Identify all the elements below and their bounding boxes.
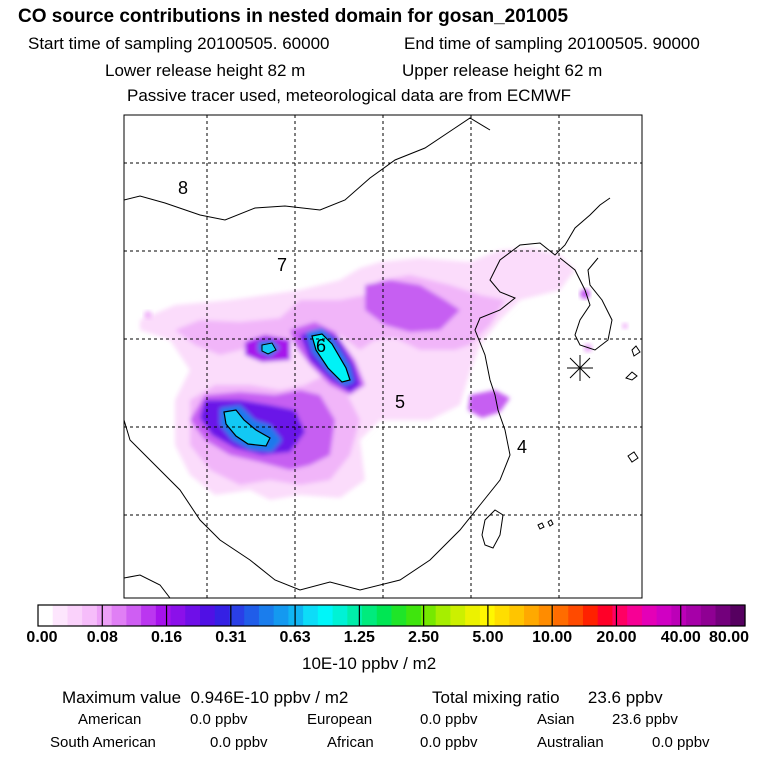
colorbar-cell xyxy=(185,605,200,626)
colorbar-cell xyxy=(627,605,642,626)
colorbar-cell xyxy=(229,605,244,626)
colorbar-cell xyxy=(288,605,303,626)
region-name-south-american: South American xyxy=(50,734,156,751)
colorbar-cell xyxy=(642,605,657,626)
colorbar-cell xyxy=(495,605,510,626)
colorbar-units: 10E-10 ppbv / m2 xyxy=(302,654,436,674)
colorbar-cell xyxy=(465,605,480,626)
colorbar-cell xyxy=(524,605,539,626)
region-value-asian: 23.6 ppbv xyxy=(612,711,678,728)
region-name-american: American xyxy=(78,711,141,728)
colorbar-cell xyxy=(509,605,524,626)
maximum-value: Maximum value 0.946E-10 ppbv / m2 xyxy=(62,688,348,708)
total-mixing-ratio: Total mixing ratio 23.6 ppbv xyxy=(432,688,663,708)
colorbar-cell xyxy=(583,605,598,626)
colorbar-cell xyxy=(67,605,82,626)
colorbar-cell xyxy=(716,605,731,626)
region-label: 6 xyxy=(316,336,326,356)
colorbar-cell xyxy=(274,605,289,626)
colorbar-cell xyxy=(730,605,745,626)
colorbar-cell xyxy=(303,605,318,626)
colorbar-cell xyxy=(686,605,701,626)
colorbar-tick-label: 0.16 xyxy=(151,629,182,647)
colorbar-cell xyxy=(612,605,627,626)
colorbar-tick-label: 0.63 xyxy=(280,629,311,647)
region-value-american: 0.0 ppbv xyxy=(190,711,248,728)
colorbar-tick-label: 2.50 xyxy=(408,629,439,647)
region-value-european: 0.0 ppbv xyxy=(420,711,478,728)
colorbar-cell xyxy=(156,605,171,626)
colorbar-cell xyxy=(171,605,186,626)
colorbar-cell xyxy=(259,605,274,626)
colorbar-cell xyxy=(436,605,451,626)
region-name-african: African xyxy=(327,734,374,751)
colorbar-tick-label: 0.08 xyxy=(87,629,118,647)
colorbar-cell xyxy=(244,605,259,626)
colorbar-cell xyxy=(53,605,68,626)
colorbar-tick-label: 10.00 xyxy=(532,629,572,647)
colorbar-tick-label: 40.00 xyxy=(661,629,701,647)
colorbar-cell xyxy=(554,605,569,626)
region-label: 5 xyxy=(395,392,405,412)
colorbar-cell xyxy=(671,605,686,626)
source-contribution-map: 8 7 6 5 4 xyxy=(0,0,768,768)
colorbar xyxy=(38,605,746,626)
region-name-asian: Asian xyxy=(537,711,575,728)
region-value-african: 0.0 ppbv xyxy=(420,734,478,751)
colorbar-tick-label: 1.25 xyxy=(344,629,375,647)
colorbar-tick-label: 80.00 xyxy=(709,629,749,647)
colorbar-cell xyxy=(568,605,583,626)
colorbar-cell xyxy=(333,605,348,626)
colorbar-cell xyxy=(450,605,465,626)
colorbar-cell xyxy=(657,605,672,626)
region-value-south-american: 0.0 ppbv xyxy=(210,734,268,751)
region-value-australian: 0.0 ppbv xyxy=(652,734,710,751)
colorbar-cell xyxy=(112,605,127,626)
colorbar-cell xyxy=(318,605,333,626)
colorbar-cell xyxy=(97,605,112,626)
colorbar-cell xyxy=(377,605,392,626)
colorbar-cell xyxy=(82,605,97,626)
colorbar-tick-label: 0.31 xyxy=(215,629,246,647)
region-name-european: European xyxy=(307,711,372,728)
colorbar-cell xyxy=(200,605,215,626)
colorbar-cell xyxy=(598,605,613,626)
colorbar-tick-label: 0.00 xyxy=(26,629,57,647)
region-name-australian: Australian xyxy=(537,734,604,751)
colorbar-cell xyxy=(392,605,407,626)
colorbar-cell xyxy=(362,605,377,626)
colorbar-cell xyxy=(406,605,421,626)
region-label: 7 xyxy=(277,255,287,275)
region-label: 8 xyxy=(178,178,188,198)
colorbar-tick-label: 5.00 xyxy=(472,629,503,647)
colorbar-cell xyxy=(701,605,716,626)
receptor-star-icon xyxy=(567,355,593,381)
region-label: 4 xyxy=(517,437,527,457)
colorbar-cell xyxy=(215,605,230,626)
colorbar-cell xyxy=(141,605,156,626)
colorbar-cell xyxy=(38,605,53,626)
colorbar-cell xyxy=(126,605,141,626)
colorbar-cell xyxy=(347,605,362,626)
colorbar-tick-label: 20.00 xyxy=(596,629,636,647)
